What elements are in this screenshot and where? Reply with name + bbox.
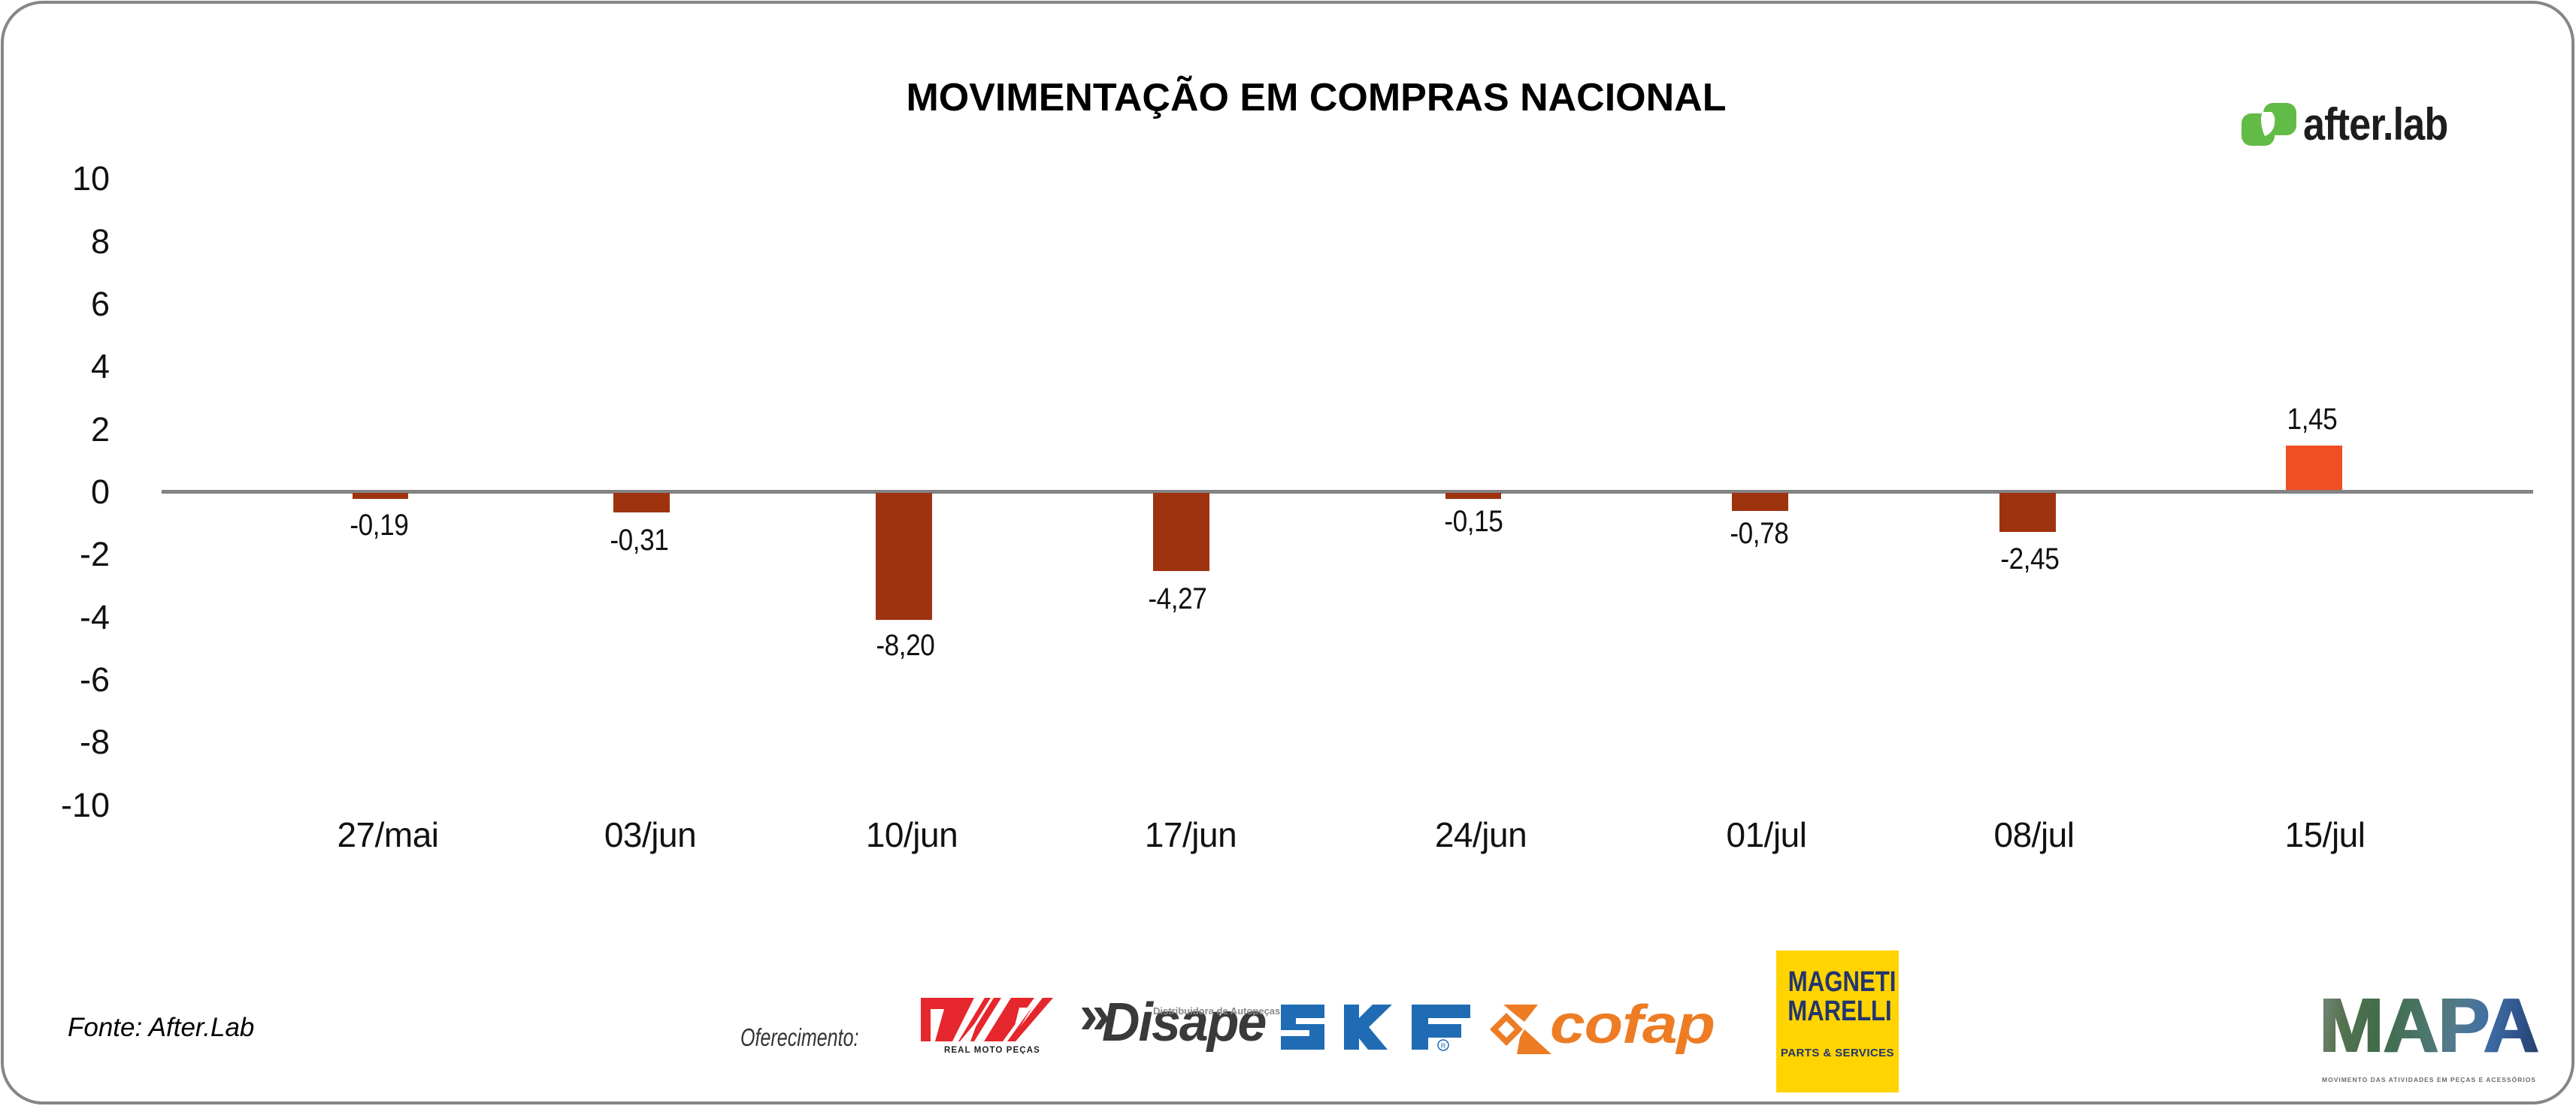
- svg-text:R: R: [1441, 1042, 1446, 1050]
- svg-text:REAL MOTO PEÇAS: REAL MOTO PEÇAS: [944, 1046, 1040, 1054]
